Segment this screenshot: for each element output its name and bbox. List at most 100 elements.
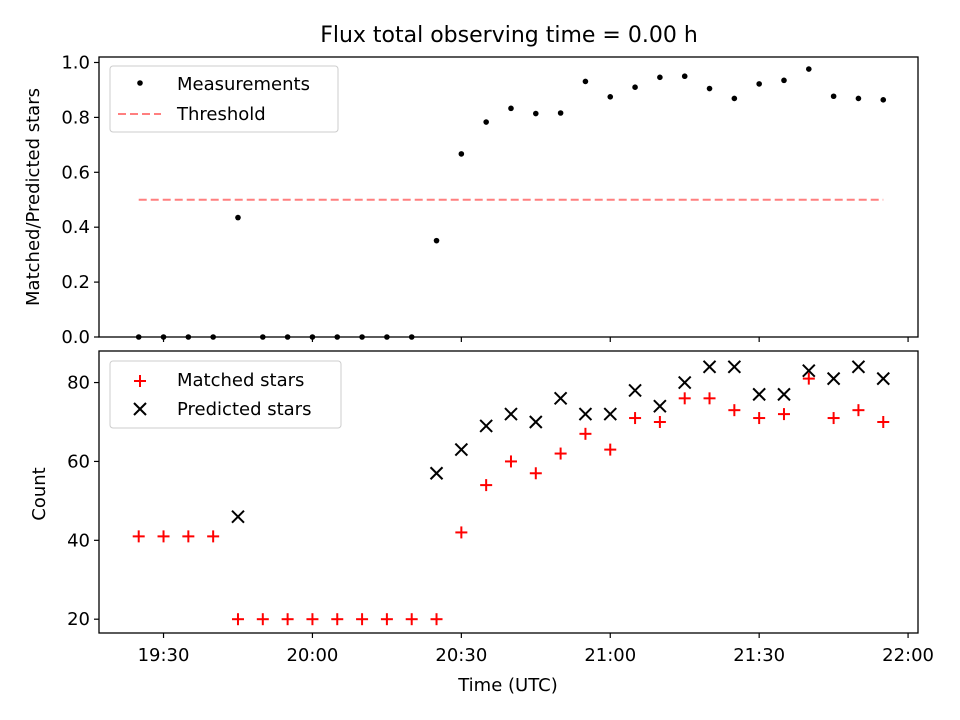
- matched-stars-point: [356, 613, 369, 626]
- x-tick-label: 20:00: [286, 645, 338, 666]
- measurement-point: [781, 77, 787, 84]
- top-legend-box: [109, 65, 339, 133]
- matched-stars-point: [777, 408, 790, 421]
- measurement-point: [830, 93, 837, 100]
- predicted-stars-point: [876, 371, 890, 386]
- bottom-plot-area: [132, 360, 890, 626]
- predicted-stars-point: [529, 415, 543, 429]
- predicted-stars-point: [752, 387, 766, 402]
- top-y-tick-label: 0.6: [61, 162, 90, 183]
- top-y-tick-label: 1.0: [61, 52, 90, 73]
- top-y-tick-label: 0.0: [61, 327, 90, 348]
- matched-stars-point: [231, 613, 244, 626]
- measurement-point: [607, 94, 614, 100]
- x-tick-label: 21:00: [584, 645, 636, 666]
- predicted-stars-point: [653, 399, 667, 413]
- matched-stars-point: [604, 443, 617, 456]
- bottom-legend: Matched stars Predicted stars: [109, 360, 342, 429]
- legend-threshold-label: Threshold: [176, 104, 266, 125]
- bottom-y-axis-label: Count: [29, 467, 50, 520]
- matched-stars-point: [380, 613, 393, 626]
- matched-stars-point: [802, 372, 815, 385]
- measurement-point: [508, 105, 514, 112]
- matched-stars-point: [480, 479, 493, 492]
- measurement-point: [706, 85, 713, 92]
- measurement-point: [458, 151, 465, 157]
- matched-stars-point: [157, 530, 170, 543]
- top-axes-frame: [98, 56, 919, 338]
- bottom-y-axis: 20 40 60 80: [67, 373, 99, 630]
- predicted-stars-point: [678, 375, 692, 390]
- matched-stars-point: [877, 415, 890, 428]
- matched-stars-point: [182, 530, 195, 543]
- matched-stars-point: [207, 530, 220, 543]
- predicted-stars-point: [504, 407, 518, 421]
- matched-stars-point: [430, 613, 443, 626]
- predicted-stars-point: [727, 360, 742, 374]
- matched-stars-point: [455, 526, 468, 539]
- matched-stars-point: [281, 613, 294, 626]
- measurement-point: [632, 84, 638, 90]
- matched-stars-point: [852, 404, 865, 417]
- x-tick-label: 19:30: [138, 645, 190, 666]
- bottom-y-tick-label: 40: [67, 530, 90, 551]
- predicted-stars-point: [802, 364, 816, 378]
- predicted-stars-point: [777, 387, 791, 402]
- measurement-point: [235, 214, 241, 221]
- matched-stars-point: [579, 427, 592, 440]
- matched-stars-point: [529, 467, 542, 480]
- bottom-axes-frame: [98, 350, 919, 634]
- predicted-stars-point: [826, 371, 841, 386]
- matched-stars-point: [753, 412, 766, 425]
- measurement-point: [806, 66, 812, 72]
- bottom-legend-box: [109, 360, 342, 429]
- measurement-point: [582, 78, 589, 85]
- predicted-stars-point: [578, 407, 593, 421]
- chart-title: Flux total observing time = 0.00 h: [320, 23, 698, 48]
- matched-stars-point: [703, 392, 716, 405]
- legend-measurements-label: Measurements: [177, 74, 310, 95]
- measurement-point: [756, 81, 762, 87]
- measurement-point: [533, 110, 539, 117]
- legend-matched-label: Matched stars: [177, 370, 304, 391]
- measurement-point: [855, 95, 862, 102]
- predicted-stars-point: [603, 407, 617, 421]
- measurement-point: [681, 73, 688, 80]
- predicted-stars-point: [454, 442, 469, 457]
- predicted-stars-point: [479, 419, 493, 433]
- predicted-stars-point: [702, 360, 717, 374]
- matched-stars-point: [678, 392, 691, 405]
- bottom-y-tick-label: 60: [67, 451, 90, 472]
- matched-stars-point: [256, 613, 269, 626]
- top-y-tick-label: 0.4: [61, 217, 90, 238]
- top-y-axis-label: Matched/Predicted stars: [23, 88, 44, 306]
- measurement-point: [557, 110, 564, 116]
- x-axis-label: Time (UTC): [457, 675, 558, 696]
- bottom-y-tick-label: 80: [67, 373, 90, 394]
- top-y-tick-label: 0.2: [61, 272, 90, 293]
- matched-stars-point: [728, 404, 741, 417]
- measurement-point: [483, 119, 489, 125]
- measurement-point: [731, 95, 738, 102]
- top-y-tick-label: 0.8: [61, 107, 90, 128]
- matched-stars-point: [331, 613, 344, 626]
- top-legend: Measurements Threshold: [109, 65, 339, 133]
- legend-predicted-marker: [133, 402, 147, 416]
- predicted-stars-point: [231, 509, 245, 524]
- x-tick-label: 22:00: [882, 645, 934, 666]
- matched-stars-point: [132, 530, 145, 543]
- predicted-stars-point: [628, 383, 642, 398]
- matched-stars-point: [653, 415, 666, 428]
- legend-predicted-label: Predicted stars: [177, 399, 311, 420]
- x-axis: 19:30 20:00 20:30 21:00 21:30 22:00: [138, 337, 934, 666]
- legend-measurements-marker: [137, 80, 143, 86]
- matched-stars-point: [306, 613, 319, 626]
- predicted-stars-point: [553, 391, 568, 406]
- x-tick-label: 21:30: [733, 645, 785, 666]
- measurement-point: [880, 97, 887, 103]
- legend-matched-marker: [134, 375, 146, 387]
- matched-stars-point: [629, 412, 642, 425]
- predicted-stars-point: [429, 466, 444, 480]
- matched-stars-point: [827, 412, 840, 425]
